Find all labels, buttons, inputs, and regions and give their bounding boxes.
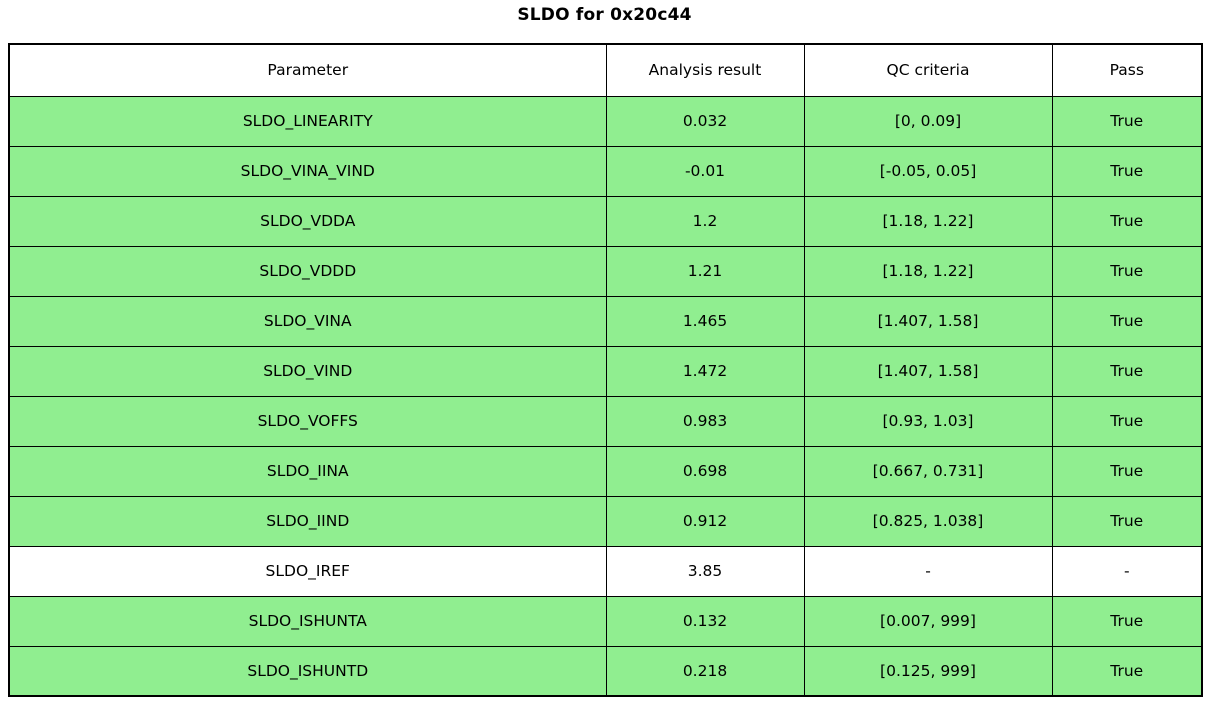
parameter-cell: SLDO_VINA (8, 295, 607, 347)
pass-cell: True (1051, 245, 1203, 297)
parameter-cell: SLDO_VOFFS (8, 395, 607, 447)
qc-criteria-cell: [1.407, 1.58] (803, 295, 1053, 347)
column-header-pass: Pass (1051, 43, 1203, 97)
analysis-result-cell: 0.983 (605, 395, 805, 447)
pass-cell: True (1051, 195, 1203, 247)
table-row: SLDO_VIND 1.472 [1.407, 1.58] True (8, 345, 1203, 397)
table-row: SLDO_VINA 1.465 [1.407, 1.58] True (8, 295, 1203, 347)
qc-criteria-cell: [-0.05, 0.05] (803, 145, 1053, 197)
analysis-result-cell: 0.032 (605, 95, 805, 147)
table-row: SLDO_LINEARITY 0.032 [0, 0.09] True (8, 95, 1203, 147)
pass-cell: True (1051, 345, 1203, 397)
qc-criteria-cell: [1.407, 1.58] (803, 345, 1053, 397)
pass-cell: True (1051, 645, 1203, 697)
qc-criteria-cell: [0.007, 999] (803, 595, 1053, 647)
qc-criteria-cell: [0.667, 0.731] (803, 445, 1053, 497)
table-row: SLDO_VDDA 1.2 [1.18, 1.22] True (8, 195, 1203, 247)
parameter-cell: SLDO_IREF (8, 545, 607, 597)
parameter-cell: SLDO_VINA_VIND (8, 145, 607, 197)
analysis-result-cell: 0.912 (605, 495, 805, 547)
qc-criteria-cell: [0.125, 999] (803, 645, 1053, 697)
pass-cell: True (1051, 295, 1203, 347)
table-row: SLDO_VINA_VIND -0.01 [-0.05, 0.05] True (8, 145, 1203, 197)
qc-criteria-cell: [1.18, 1.22] (803, 245, 1053, 297)
pass-cell: True (1051, 145, 1203, 197)
qc-table-header: Parameter Analysis result QC criteria Pa… (8, 43, 1203, 97)
table-row: SLDO_IREF 3.85 - - (8, 545, 1203, 597)
parameter-cell: SLDO_LINEARITY (8, 95, 607, 147)
analysis-result-cell: 3.85 (605, 545, 805, 597)
table-row: SLDO_ISHUNTD 0.218 [0.125, 999] True (8, 645, 1203, 697)
qc-criteria-cell: [0.93, 1.03] (803, 395, 1053, 447)
table-row: SLDO_IINA 0.698 [0.667, 0.731] True (8, 445, 1203, 497)
header-row: Parameter Analysis result QC criteria Pa… (8, 43, 1203, 97)
pass-cell: - (1051, 545, 1203, 597)
qc-criteria-cell: [1.18, 1.22] (803, 195, 1053, 247)
table-row: SLDO_VOFFS 0.983 [0.93, 1.03] True (8, 395, 1203, 447)
qc-criteria-cell: [0.825, 1.038] (803, 495, 1053, 547)
table-row: SLDO_IIND 0.912 [0.825, 1.038] True (8, 495, 1203, 547)
column-header-qc-criteria: QC criteria (803, 43, 1053, 97)
pass-cell: True (1051, 495, 1203, 547)
column-header-analysis-result: Analysis result (605, 43, 805, 97)
analysis-result-cell: 1.472 (605, 345, 805, 397)
parameter-cell: SLDO_ISHUNTD (8, 645, 607, 697)
parameter-cell: SLDO_VIND (8, 345, 607, 397)
qc-criteria-cell: - (803, 545, 1053, 597)
analysis-result-cell: 1.2 (605, 195, 805, 247)
parameter-cell: SLDO_VDDA (8, 195, 607, 247)
pass-cell: True (1051, 95, 1203, 147)
qc-table-body: SLDO_LINEARITY 0.032 [0, 0.09] True SLDO… (8, 95, 1203, 697)
analysis-result-cell: 0.218 (605, 645, 805, 697)
pass-cell: True (1051, 395, 1203, 447)
table-row: SLDO_VDDD 1.21 [1.18, 1.22] True (8, 245, 1203, 297)
figure-title: SLDO for 0x20c44 (517, 5, 692, 25)
analysis-result-cell: -0.01 (605, 145, 805, 197)
analysis-result-cell: 1.465 (605, 295, 805, 347)
parameter-cell: SLDO_VDDD (8, 245, 607, 297)
table-row: SLDO_ISHUNTA 0.132 [0.007, 999] True (8, 595, 1203, 647)
pass-cell: True (1051, 595, 1203, 647)
analysis-result-cell: 0.698 (605, 445, 805, 497)
qc-criteria-cell: [0, 0.09] (803, 95, 1053, 147)
qc-results-table: Parameter Analysis result QC criteria Pa… (8, 43, 1203, 697)
column-header-parameter: Parameter (8, 43, 607, 97)
parameter-cell: SLDO_IIND (8, 495, 607, 547)
analysis-result-cell: 0.132 (605, 595, 805, 647)
parameter-cell: SLDO_ISHUNTA (8, 595, 607, 647)
parameter-cell: SLDO_IINA (8, 445, 607, 497)
analysis-result-cell: 1.21 (605, 245, 805, 297)
pass-cell: True (1051, 445, 1203, 497)
